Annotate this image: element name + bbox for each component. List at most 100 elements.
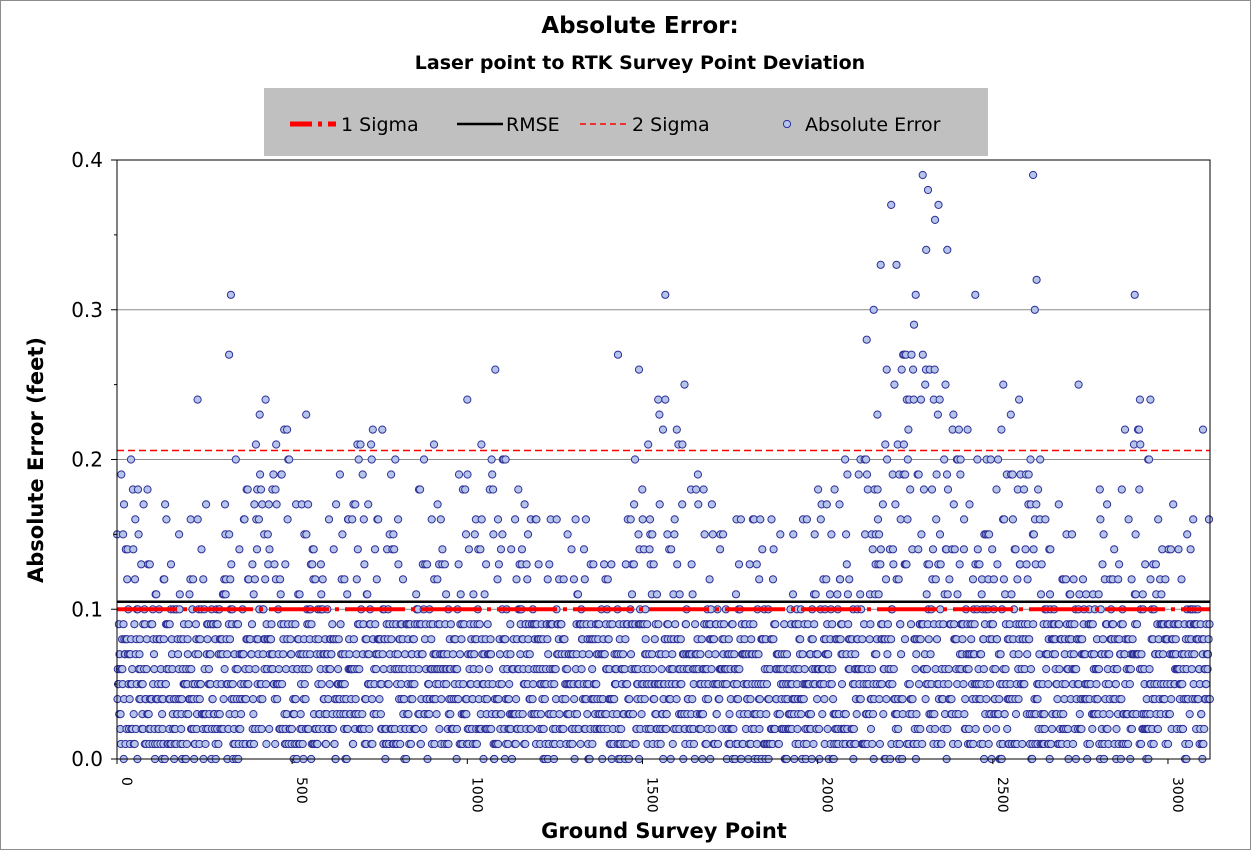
data-point [283,425,292,434]
data-point [856,590,865,599]
data-point [213,620,222,629]
data-point [629,710,638,719]
data-point [1124,739,1133,749]
data-point [1187,665,1197,674]
data-point [488,470,497,479]
data-point [483,695,492,704]
data-point [261,395,270,404]
data-point [883,650,892,659]
data-point [788,590,798,599]
data-point [912,650,921,659]
data-point [1032,275,1041,284]
data-point [255,410,264,419]
data-point [359,515,368,524]
data-point [129,545,138,554]
data-point [394,515,403,524]
data-point [851,650,860,659]
data-point [318,575,327,584]
data-point [986,455,995,464]
data-point [182,739,191,749]
data-point [1094,665,1104,674]
data-point [523,575,532,584]
data-point [693,470,703,479]
data-point [118,665,127,674]
data-point [1036,455,1045,464]
data-point [627,590,637,599]
data-point [724,635,733,644]
data-point [325,680,334,689]
data-point [335,470,344,479]
data-point [569,575,579,584]
data-point [1126,665,1136,674]
data-point [672,425,681,434]
data-point [470,530,479,539]
data-point [1185,710,1194,719]
data-point [925,560,934,569]
data-point [1197,710,1206,719]
data-point [644,440,653,449]
data-point [1159,650,1168,659]
data-point [195,695,204,704]
data-point [271,739,280,749]
data-point [862,335,871,344]
data-point [1120,425,1130,434]
legend: 1 Sigma RMSE 2 Sigma Absolute Error [264,88,988,156]
data-point [1007,590,1016,599]
data-point [123,575,132,584]
data-point [408,695,417,704]
data-point [446,620,455,629]
data-point [941,380,950,389]
data-point [285,455,294,464]
data-point [278,680,287,689]
data-point [932,470,941,479]
data-point [892,260,901,269]
data-point [768,575,778,584]
data-point [922,245,931,254]
data-point [559,724,568,734]
data-point [370,545,380,554]
data-point [1136,440,1145,449]
data-point [858,635,867,644]
y-tick-label: 0.3 [71,298,103,322]
data-point [349,635,358,644]
data-point [691,620,700,629]
data-point [262,739,271,749]
data-point [752,560,761,569]
data-point [1154,515,1163,524]
data-point [470,650,479,659]
data-point [1096,515,1105,524]
data-point [708,724,717,734]
x-axis-title: Ground Survey Point [541,819,787,843]
data-point [823,724,832,734]
data-point [463,395,472,404]
data-point [281,560,290,569]
data-point [678,440,687,449]
data-point [589,560,598,569]
data-point [158,724,167,734]
data-point [815,724,824,734]
data-point [414,665,423,674]
data-point [874,590,883,599]
data-point [958,635,967,644]
data-point [729,724,738,734]
data-point [281,665,291,674]
data-point [145,560,154,569]
data-point [343,724,352,734]
data-point [652,590,662,599]
data-point [363,590,372,599]
data-point [354,455,363,464]
data-point [818,710,827,719]
data-point [348,515,357,524]
data-point [573,590,583,599]
data-point [144,710,153,719]
data-point [394,560,403,569]
data-point [862,455,871,464]
data-point [372,665,381,674]
data-point [455,650,465,659]
data-point [161,500,170,509]
data-point [247,620,257,629]
data-point [629,560,639,569]
data-point [1063,724,1073,734]
data-point [220,500,230,509]
x-tick-label: 2000 [819,777,835,813]
